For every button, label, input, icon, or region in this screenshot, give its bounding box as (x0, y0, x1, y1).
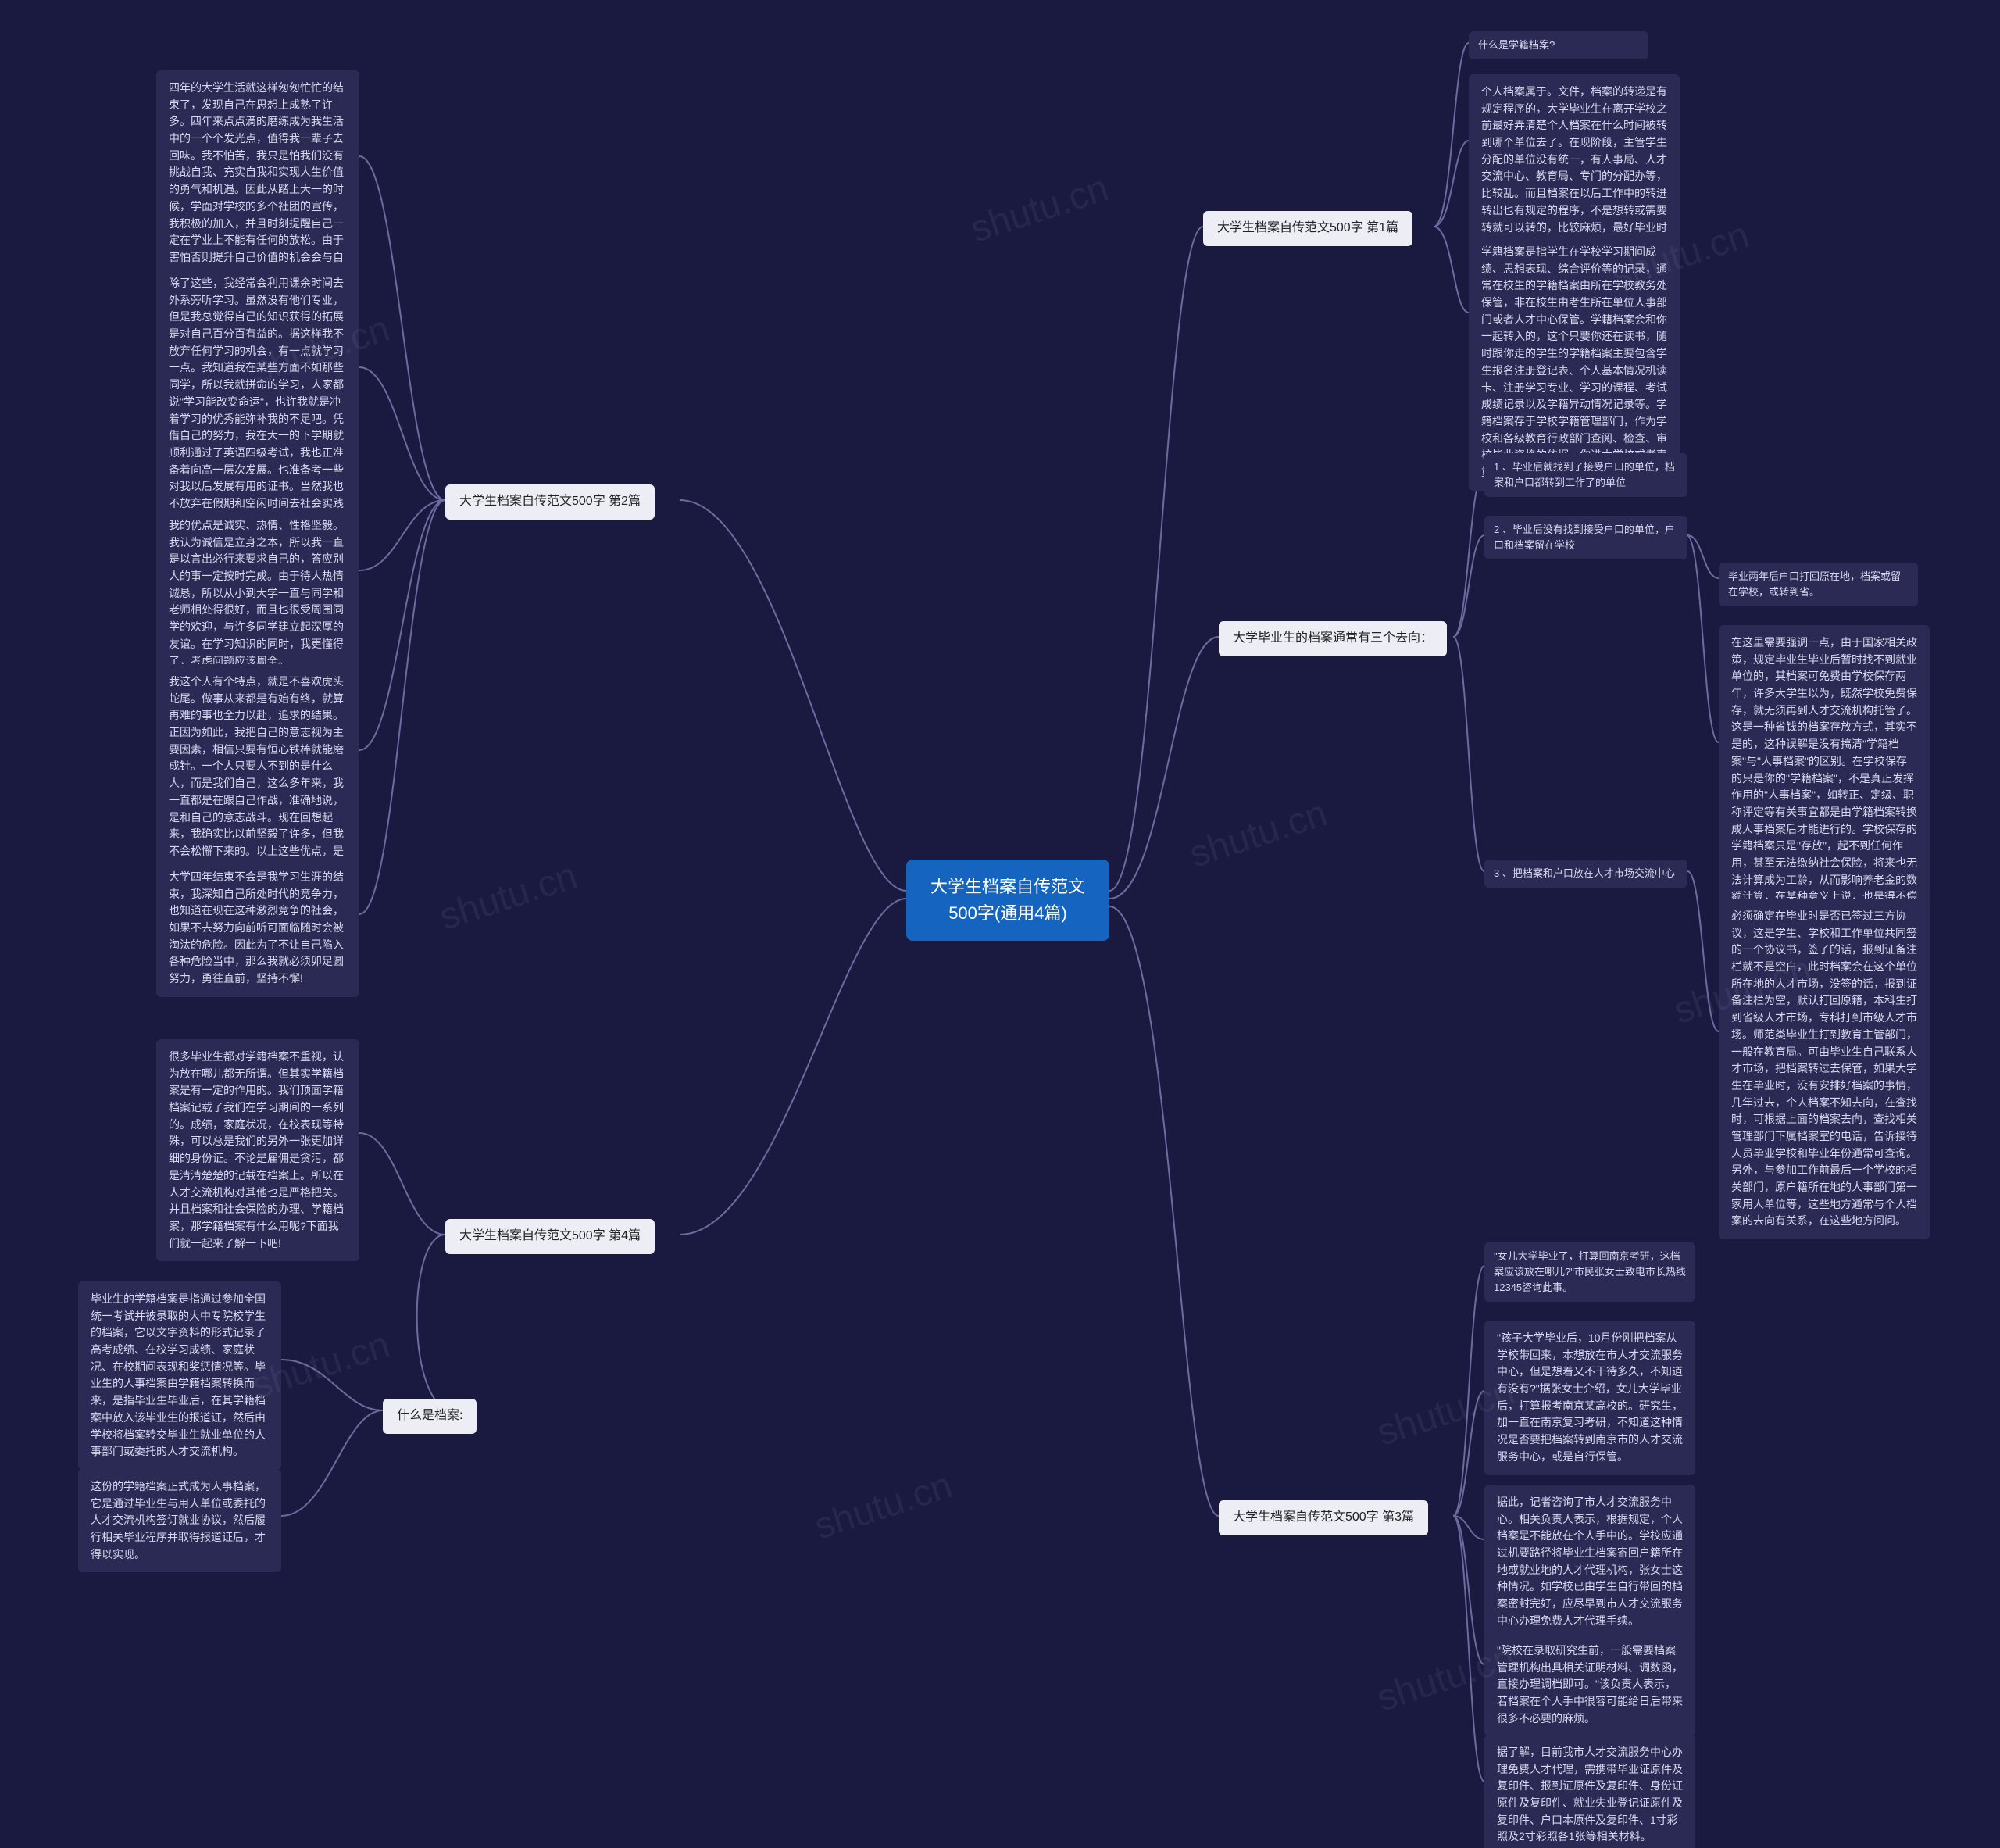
connector (680, 899, 906, 1235)
content-node[interactable]: 我的优点是诚实、热情、性格坚毅。我认为诚信是立身之本，所以我一直是以言出必行来要… (156, 508, 359, 679)
connector (359, 156, 445, 500)
content-node[interactable]: 毕业两年后户口打回原在地，档案或留在学校，或转到省。 (1719, 563, 1918, 606)
connector (1688, 871, 1719, 1031)
connector (359, 500, 445, 914)
branch-heading[interactable]: 大学生档案自传范文500字 第3篇 (1219, 1500, 1428, 1535)
content-node[interactable]: 什么是学籍档案? (1469, 31, 1648, 59)
watermark: shutu.cn (809, 1464, 958, 1548)
connector (1434, 227, 1469, 313)
connector (1688, 535, 1719, 578)
content-node[interactable]: 2 、毕业后没有找到接受户口的单位，户口和档案留在学校 (1484, 516, 1688, 559)
connector (359, 1133, 445, 1235)
connector (1688, 535, 1719, 742)
connector (1109, 906, 1219, 1516)
branch-heading[interactable]: 大学生档案自传范文500字 第4篇 (445, 1219, 655, 1254)
content-node[interactable]: "院校在录取研究生前，一般需要档案管理机构出具相关证明材料、调数函，直接办理调档… (1484, 1633, 1695, 1736)
connector (680, 500, 906, 891)
connector (1453, 535, 1484, 637)
content-node[interactable]: 学籍档案是指学生在学校学习期间成绩、思想表现、综合评价等的记录，通常在校生的学籍… (1469, 234, 1680, 491)
connector (1453, 473, 1484, 637)
connector (1434, 141, 1469, 227)
connector (1109, 227, 1203, 891)
content-node[interactable]: 据了解，目前我市人才交流服务中心办理免费人才代理，需携带毕业证原件及复印件、报到… (1484, 1735, 1695, 1848)
watermark: shutu.cn (966, 166, 1114, 251)
connector (281, 1360, 383, 1410)
connector (1453, 1516, 1484, 1664)
content-node[interactable]: 据此，记者咨询了市人才交流服务中心。相关负责人表示，根据规定，个人档案是不能放在… (1484, 1485, 1695, 1639)
content-node[interactable]: "孩子大学毕业后，10月份刚把档案从学校带回来，本想放在市人才交流服务中心，但是… (1484, 1321, 1695, 1475)
branch-heading[interactable]: 什么是档案: (383, 1399, 477, 1434)
content-node[interactable]: 这份的学籍档案正式成为人事档案，它是通过毕业生与用人单位或委托的人才交流机构签订… (78, 1469, 281, 1572)
content-node[interactable]: 大学四年结束不会是我学习生涯的结束，我深知自己所处时代的竞争力，也知道在现在这种… (156, 860, 359, 997)
connector (281, 1410, 383, 1516)
connector (1453, 1266, 1484, 1516)
watermark: shutu.cn (1184, 792, 1333, 876)
content-node[interactable]: 在这里需要强调一点，由于国家相关政策，规定毕业生毕业后暂时找不到就业单位的，其档… (1719, 625, 1930, 932)
connector (1434, 43, 1469, 227)
connector (417, 1235, 453, 1410)
content-node[interactable]: 1 、毕业后就找到了接受户口的单位，档案和户口都转到工作了的单位 (1484, 453, 1688, 497)
watermark: shutu.cn (434, 854, 583, 938)
branch-heading[interactable]: 大学毕业生的档案通常有三个去向： (1219, 621, 1447, 656)
branch-heading[interactable]: 大学生档案自传范文500字 第1篇 (1203, 211, 1412, 246)
connector (1453, 1516, 1484, 1782)
content-node[interactable]: 3 、把档案和户口放在人才市场交流中心 (1484, 860, 1688, 888)
content-node[interactable]: "女儿大学毕业了，打算回南京考研，这档案应该放在哪儿?"市民张女士致电市长热线1… (1484, 1242, 1695, 1302)
center-topic[interactable]: 大学生档案自传范文500字(通用4篇) (906, 860, 1109, 941)
connector (359, 367, 445, 500)
connector (359, 500, 445, 570)
content-node[interactable]: 很多毕业生都对学籍档案不重视，认为放在哪儿都无所谓。但其实学籍档案是有一定的作用… (156, 1039, 359, 1261)
connector (359, 500, 445, 750)
connector (1109, 637, 1219, 899)
connector (1453, 1516, 1484, 1539)
content-node[interactable]: 必须确定在毕业时是否已签过三方协议，这是学生、学校和工作单位共同签的一个协议书，… (1719, 899, 1930, 1239)
branch-heading[interactable]: 大学生档案自传范文500字 第2篇 (445, 484, 655, 520)
connector (1453, 637, 1484, 871)
content-node[interactable]: 毕业生的学籍档案是指通过参加全国统一考试并被录取的大中专院校学生的档案，它以文字… (78, 1281, 281, 1470)
connector (1453, 1391, 1484, 1516)
